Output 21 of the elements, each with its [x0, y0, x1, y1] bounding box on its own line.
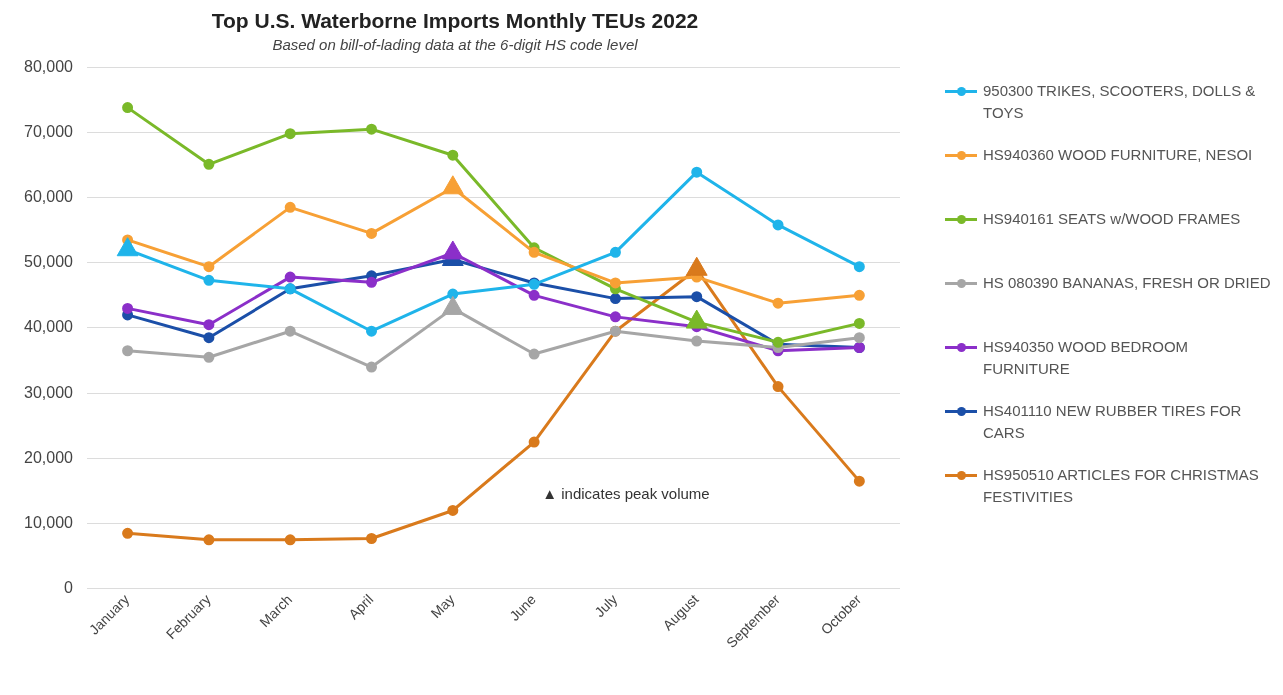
legend-label: HS940161 SEATS w/WOOD FRAMES: [983, 209, 1241, 229]
legend-label: HS 080390 BANANAS, FRESH OR DRIED: [983, 273, 1271, 293]
y-tick-label: 50,000: [24, 253, 74, 271]
y-tick-label: 30,000: [24, 383, 74, 401]
chart-title: Top U.S. Waterborne Imports Monthly TEUs 2022: [211, 9, 699, 33]
chart-subtitle: Based on bill-of-lading data at the 6-digit HS code level: [272, 36, 639, 54]
y-tick-label: 0: [64, 579, 74, 597]
annotation: ▲ indicates peak volume: [542, 484, 710, 502]
y-tick-label: 60,000: [24, 187, 74, 205]
y-tick-label: 40,000: [24, 318, 74, 336]
legend-label: HS950510 ARTICLES FOR CHRISTMAS FESTIVITIES: [983, 465, 1260, 507]
y-tick-label: 80,000: [24, 57, 74, 75]
y-tick-label: 10,000: [24, 513, 74, 531]
y-tick-label: 70,000: [24, 122, 74, 140]
legend-label: HS940350 WOOD BEDROOM FURNITURE: [983, 337, 1190, 379]
y-tick-label: 20,000: [24, 448, 74, 466]
legend-label: HS401110 NEW RUBBER TIRES FOR CARS: [983, 401, 1243, 443]
x-tick-label: July: [591, 591, 621, 621]
legend-label: HS940360 WOOD FURNITURE, NESOI: [983, 145, 1253, 165]
x-tick-label: May: [427, 591, 458, 622]
legend-label: 950300 TRIKES, SCOOTERS, DOLLS & TOYS: [983, 81, 1257, 123]
